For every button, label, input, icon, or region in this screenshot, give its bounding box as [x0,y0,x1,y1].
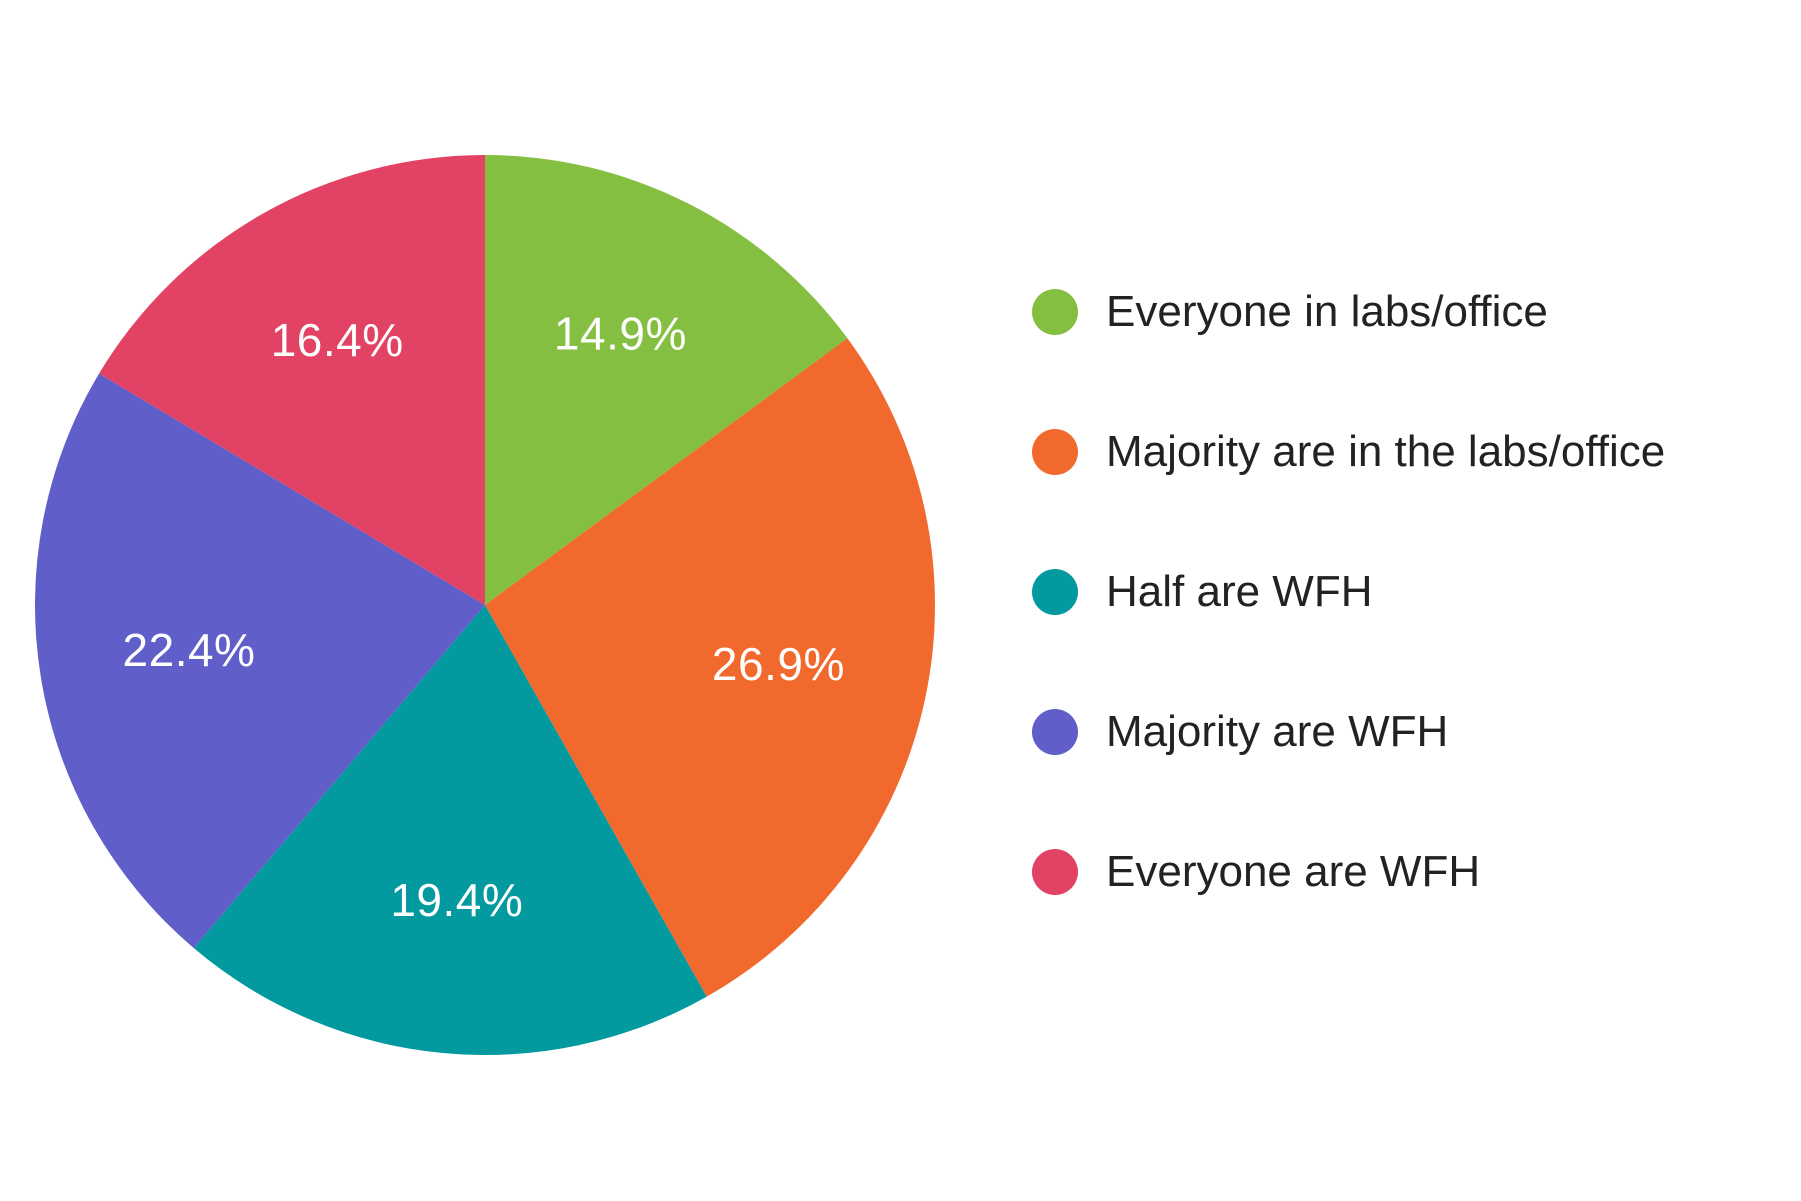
legend-swatch-icon [1032,709,1078,755]
slice-value-label: 26.9% [712,638,845,690]
pie-slices [34,155,936,1056]
slice-value-label: 14.9% [554,307,687,359]
legend-item: Everyone in labs/office [1032,282,1665,342]
pie-slice [99,155,486,605]
legend-swatch-icon [1032,849,1078,895]
slice-value-label: 22.4% [123,624,256,676]
legend-item: Everyone are WFH [1032,842,1665,902]
slice-value-label: 16.4% [271,314,404,366]
pie-slice [193,605,707,1056]
legend-label: Half are WFH [1106,567,1373,616]
legend-swatch-icon [1032,569,1078,615]
slice-value-label: 19.4% [390,874,523,926]
pie-slice [34,373,486,949]
legend-item: Majority are in the labs/office [1032,422,1665,482]
legend-item: Half are WFH [1032,562,1665,622]
pie-slice [485,338,936,997]
legend-label: Everyone in labs/office [1106,287,1548,336]
legend-item: Majority are WFH [1032,702,1665,762]
legend-label: Everyone are WFH [1106,847,1481,896]
legend-swatch-icon [1032,289,1078,335]
pie-slice [485,155,848,605]
legend-label: Majority are in the labs/office [1106,427,1666,476]
legend-label: Majority are WFH [1106,707,1449,756]
legend: Everyone in labs/office Majority are in … [1032,282,1665,982]
legend-swatch-icon [1032,429,1078,475]
pie-value-labels: 14.9% 26.9% 19.4% 22.4% 16.4% [123,307,845,925]
